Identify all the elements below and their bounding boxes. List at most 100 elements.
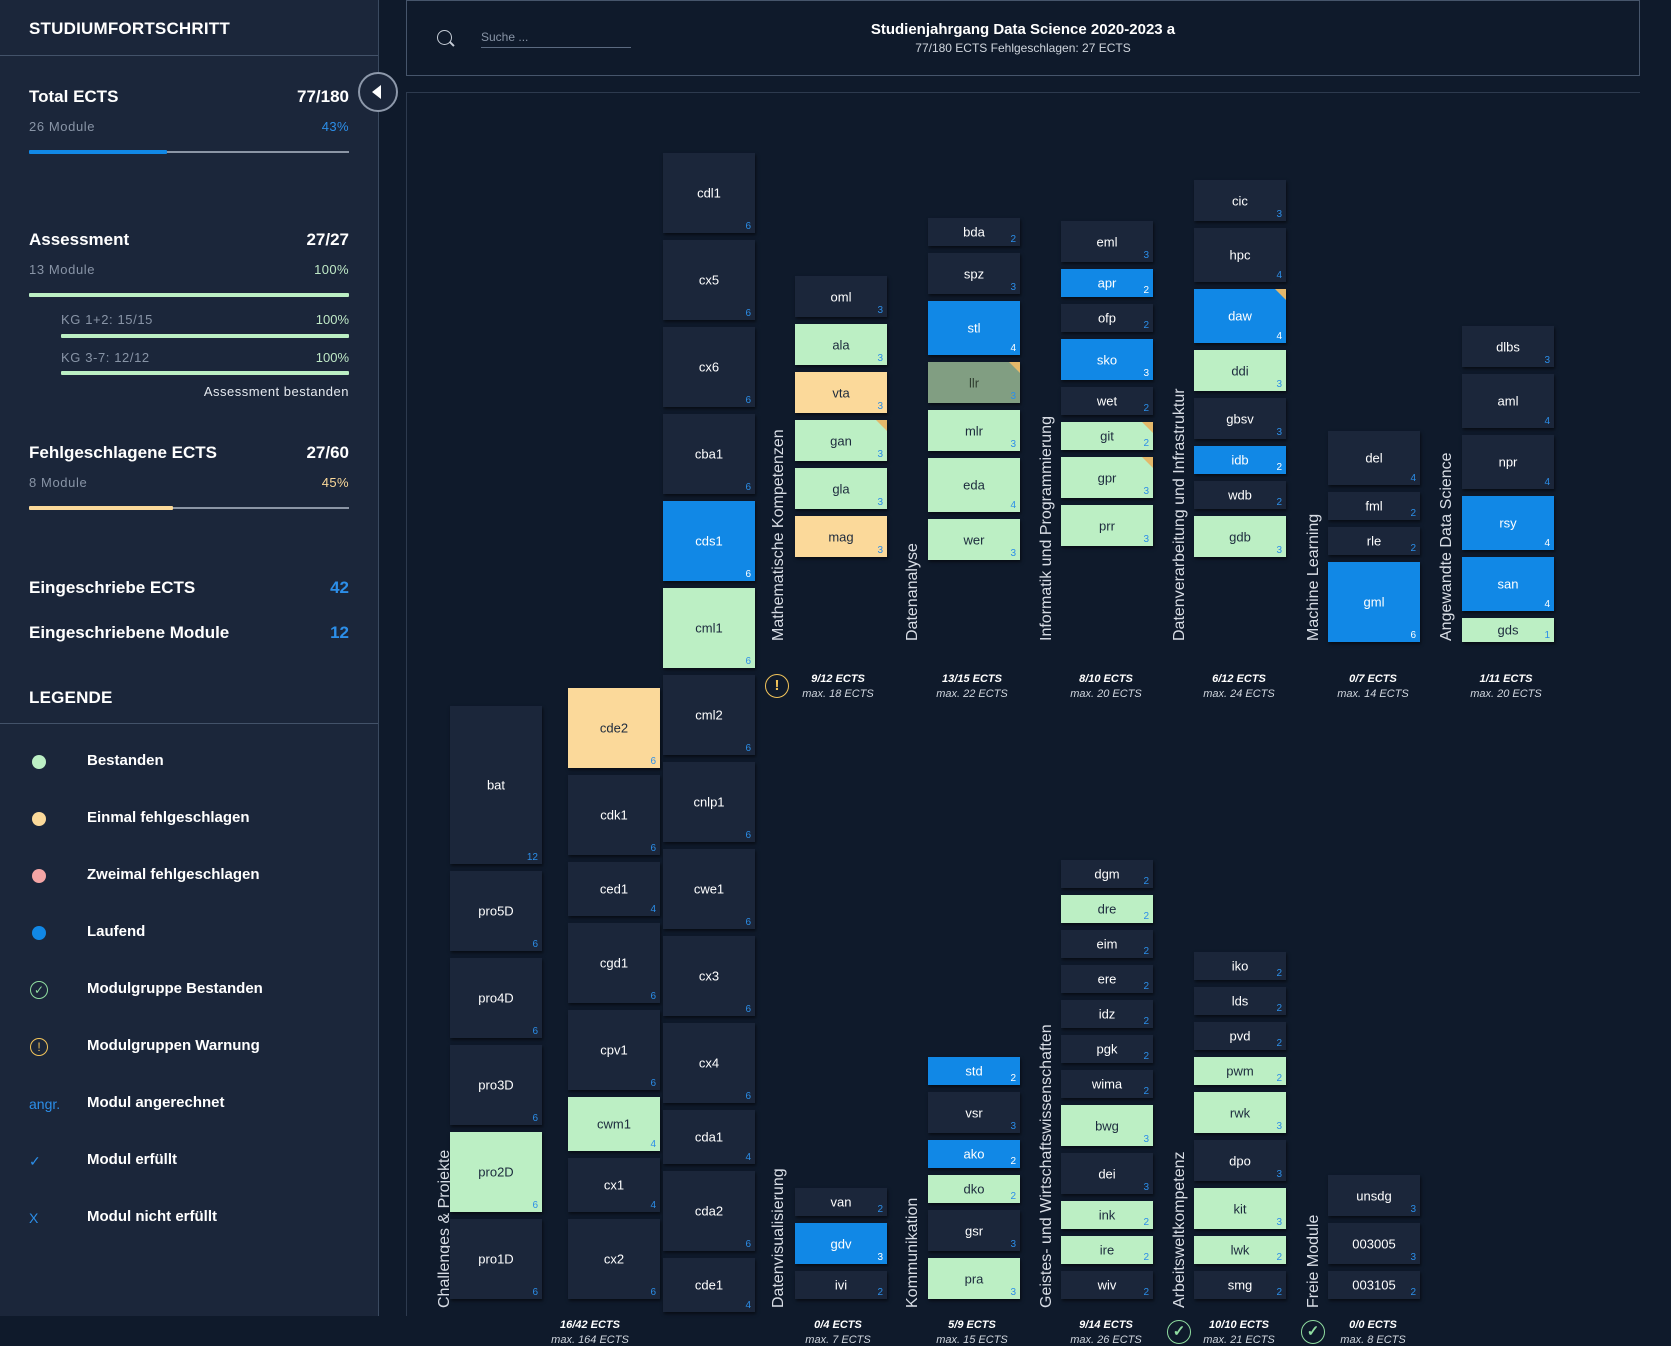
module-wdb[interactable]: wdb 2 [1194, 481, 1286, 509]
module-idz[interactable]: idz 2 [1061, 1000, 1153, 1028]
search-icon[interactable] [437, 30, 452, 45]
module-pwm[interactable]: pwm 2 [1194, 1057, 1286, 1085]
module-iko[interactable]: iko 2 [1194, 952, 1286, 980]
module-ofp[interactable]: ofp 2 [1061, 304, 1153, 332]
module-hpc[interactable]: hpc 4 [1194, 228, 1286, 282]
module-rle[interactable]: rle 2 [1328, 527, 1420, 555]
module-cx4[interactable]: cx4 6 [663, 1023, 755, 1103]
module-bwg[interactable]: bwg 3 [1061, 1105, 1153, 1146]
module-san[interactable]: san 4 [1462, 557, 1554, 611]
module-cnlp1[interactable]: cnlp1 6 [663, 762, 755, 842]
module-rwk[interactable]: rwk 3 [1194, 1092, 1286, 1133]
module-pro2d[interactable]: pro2D 6 [450, 1132, 542, 1212]
module-eim[interactable]: eim 2 [1061, 930, 1153, 958]
module-ire[interactable]: ire 2 [1061, 1236, 1153, 1264]
module-wima[interactable]: wima 2 [1061, 1070, 1153, 1098]
module-cx5[interactable]: cx5 6 [663, 240, 755, 320]
module-ala[interactable]: ala 3 [795, 324, 887, 365]
module-std[interactable]: std 2 [928, 1057, 1020, 1085]
module-pro1d[interactable]: pro1D 6 [450, 1219, 542, 1299]
module-pro5d[interactable]: pro5D 6 [450, 871, 542, 951]
module-llr[interactable]: llr 3 [928, 362, 1020, 403]
search-input[interactable] [481, 27, 631, 48]
module-vta[interactable]: vta 3 [795, 372, 887, 413]
module-cml1[interactable]: cml1 6 [663, 588, 755, 668]
module-dei[interactable]: dei 3 [1061, 1153, 1153, 1194]
module-gdv[interactable]: gdv 3 [795, 1223, 887, 1264]
module-idb[interactable]: idb 2 [1194, 446, 1286, 474]
module-pro4d[interactable]: pro4D 6 [450, 958, 542, 1038]
module-lds[interactable]: lds 2 [1194, 987, 1286, 1015]
module-ink[interactable]: ink 2 [1061, 1201, 1153, 1229]
module-unsdg[interactable]: unsdg 3 [1328, 1175, 1420, 1216]
module-sko[interactable]: sko 3 [1061, 339, 1153, 380]
module-cx1[interactable]: cx1 4 [568, 1158, 660, 1212]
module-prr[interactable]: prr 3 [1061, 505, 1153, 546]
module-gbsv[interactable]: gbsv 3 [1194, 398, 1286, 439]
module-oml[interactable]: oml 3 [795, 276, 887, 317]
module-pvd[interactable]: pvd 2 [1194, 1022, 1286, 1050]
module-cda2[interactable]: cda2 6 [663, 1171, 755, 1251]
module-pra[interactable]: pra 3 [928, 1258, 1020, 1299]
module-git[interactable]: git 2 [1061, 422, 1153, 450]
module-ako[interactable]: ako 2 [928, 1140, 1020, 1168]
module-eml[interactable]: eml 3 [1061, 221, 1153, 262]
module-gla[interactable]: gla 3 [795, 468, 887, 509]
module-cde2[interactable]: cde2 6 [568, 688, 660, 768]
module-npr[interactable]: npr 4 [1462, 435, 1554, 489]
module-ere[interactable]: ere 2 [1061, 965, 1153, 993]
module-kit[interactable]: kit 3 [1194, 1188, 1286, 1229]
module-gan[interactable]: gan 3 [795, 420, 887, 461]
module-cdk1[interactable]: cdk1 6 [568, 775, 660, 855]
module-mag[interactable]: mag 3 [795, 516, 887, 557]
module-cda1[interactable]: cda1 4 [663, 1110, 755, 1164]
module-dlbs[interactable]: dlbs 3 [1462, 326, 1554, 367]
module-dpo[interactable]: dpo 3 [1194, 1140, 1286, 1181]
module-dgm[interactable]: dgm 2 [1061, 860, 1153, 888]
module-003105[interactable]: 003105 2 [1328, 1271, 1420, 1299]
module-cde1[interactable]: cde1 4 [663, 1258, 755, 1312]
module-wer[interactable]: wer 3 [928, 519, 1020, 560]
module-bda[interactable]: bda 2 [928, 218, 1020, 246]
module-cx2[interactable]: cx2 6 [568, 1219, 660, 1299]
module-dre[interactable]: dre 2 [1061, 895, 1153, 923]
module-cgd1[interactable]: cgd1 6 [568, 923, 660, 1003]
module-cba1[interactable]: cba1 6 [663, 414, 755, 494]
module-smg[interactable]: smg 2 [1194, 1271, 1286, 1299]
module-stl[interactable]: stl 4 [928, 301, 1020, 355]
module-wet[interactable]: wet 2 [1061, 387, 1153, 415]
module-pgk[interactable]: pgk 2 [1061, 1035, 1153, 1063]
module-gpr[interactable]: gpr 3 [1061, 457, 1153, 498]
module-cpv1[interactable]: cpv1 6 [568, 1010, 660, 1090]
module-cic[interactable]: cic 3 [1194, 180, 1286, 221]
collapse-sidebar-button[interactable] [358, 72, 398, 112]
module-mlr[interactable]: mlr 3 [928, 410, 1020, 451]
module-cx3[interactable]: cx3 6 [663, 936, 755, 1016]
module-lwk[interactable]: lwk 2 [1194, 1236, 1286, 1264]
module-van[interactable]: van 2 [795, 1188, 887, 1216]
module-gsr[interactable]: gsr 3 [928, 1210, 1020, 1251]
module-daw[interactable]: daw 4 [1194, 289, 1286, 343]
module-cx6[interactable]: cx6 6 [663, 327, 755, 407]
module-gds[interactable]: gds 1 [1462, 618, 1554, 642]
module-cwm1[interactable]: cwm1 4 [568, 1097, 660, 1151]
module-cds1[interactable]: cds1 6 [663, 501, 755, 581]
module-apr[interactable]: apr 2 [1061, 269, 1153, 297]
module-del[interactable]: del 4 [1328, 431, 1420, 485]
module-ced1[interactable]: ced1 4 [568, 862, 660, 916]
module-ivi[interactable]: ivi 2 [795, 1271, 887, 1299]
module-vsr[interactable]: vsr 3 [928, 1092, 1020, 1133]
module-wiv[interactable]: wiv 2 [1061, 1271, 1153, 1299]
module-fml[interactable]: fml 2 [1328, 492, 1420, 520]
module-cdl1[interactable]: cdl1 6 [663, 153, 755, 233]
module-spz[interactable]: spz 3 [928, 253, 1020, 294]
module-003005[interactable]: 003005 3 [1328, 1223, 1420, 1264]
module-cml2[interactable]: cml2 6 [663, 675, 755, 755]
module-gdb[interactable]: gdb 3 [1194, 516, 1286, 557]
module-dko[interactable]: dko 2 [928, 1175, 1020, 1203]
module-ddi[interactable]: ddi 3 [1194, 350, 1286, 391]
module-gml[interactable]: gml 6 [1328, 562, 1420, 642]
module-cwe1[interactable]: cwe1 6 [663, 849, 755, 929]
module-eda[interactable]: eda 4 [928, 458, 1020, 512]
module-pro3d[interactable]: pro3D 6 [450, 1045, 542, 1125]
